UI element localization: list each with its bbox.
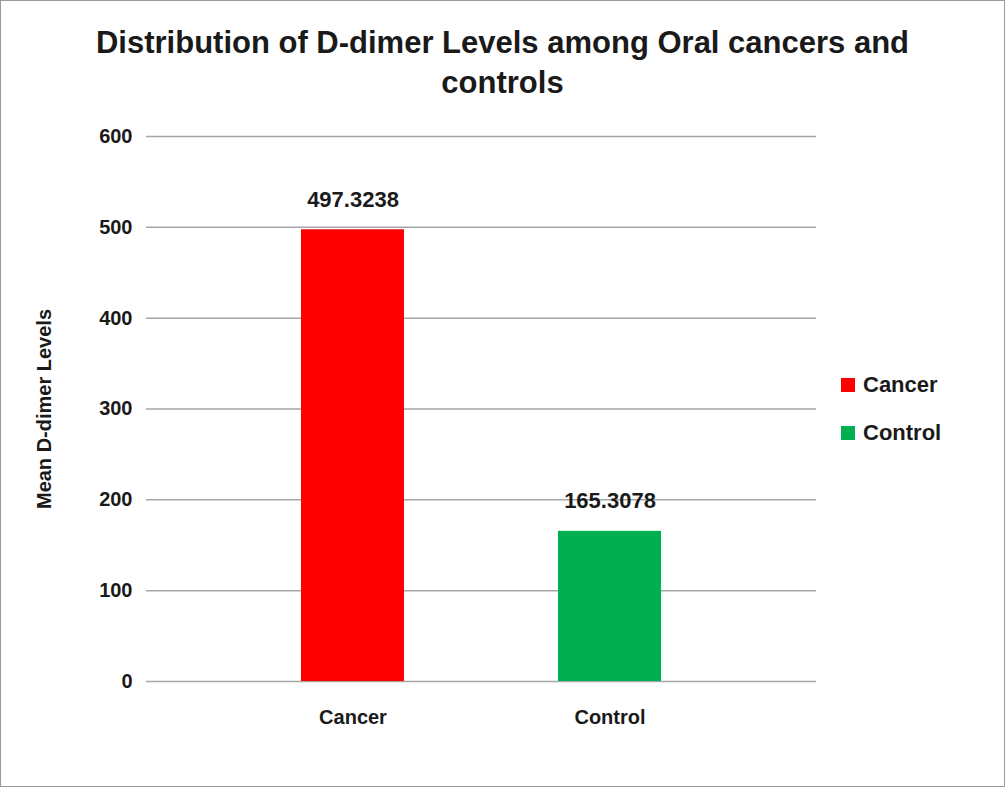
svg-text:0: 0 — [121, 670, 132, 692]
html-text:Distribution of D-dimer Levels: Distribution of D-dimer Levels among Ora… — [96, 25, 909, 100]
html-text:Cancer: Cancer — [863, 372, 938, 397]
svg-text:200: 200 — [99, 488, 132, 510]
svg-text:600: 600 — [99, 125, 132, 147]
svg-text:Control: Control — [574, 706, 645, 728]
svg-text:400: 400 — [99, 307, 132, 329]
svg-text:Mean D-dimer Levels: Mean D-dimer Levels — [33, 309, 55, 509]
svg-text:300: 300 — [99, 397, 132, 419]
svg-text:100: 100 — [99, 579, 132, 601]
svg-text:497.3238: 497.3238 — [307, 187, 399, 212]
svg-text:165.3078: 165.3078 — [564, 488, 656, 513]
svg-text:500: 500 — [99, 216, 132, 238]
svg-text:Cancer: Cancer — [319, 706, 387, 728]
html-text:Control: Control — [863, 420, 942, 445]
